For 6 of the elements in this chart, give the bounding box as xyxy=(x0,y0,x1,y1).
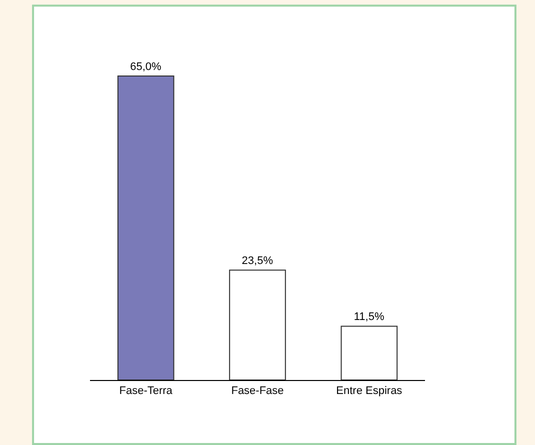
x-tick-label: Fase-Terra xyxy=(119,385,174,398)
data-label: 23,5% xyxy=(242,255,274,268)
x-tick-label: Fase-Fase xyxy=(231,385,284,398)
x-tick-label: Entre Espiras xyxy=(336,385,403,398)
data-label: 11,5% xyxy=(354,311,384,324)
data-label: 65,0% xyxy=(130,61,162,73)
